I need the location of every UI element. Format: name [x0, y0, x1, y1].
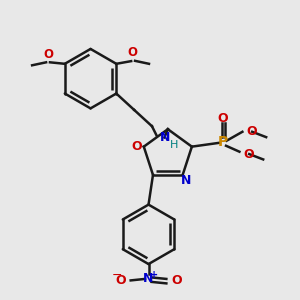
Text: O: O — [44, 48, 53, 61]
Text: H: H — [170, 140, 178, 150]
Text: O: O — [218, 112, 228, 125]
Text: O: O — [246, 125, 257, 138]
Text: N: N — [181, 174, 191, 187]
Text: O: O — [243, 148, 254, 160]
Text: −: − — [112, 268, 123, 282]
Text: N: N — [160, 131, 170, 144]
Text: O: O — [172, 274, 182, 287]
Text: O: O — [128, 46, 138, 59]
Text: O: O — [116, 274, 126, 287]
Text: +: + — [150, 270, 158, 280]
Text: N: N — [143, 272, 154, 285]
Text: P: P — [218, 135, 228, 149]
Text: O: O — [131, 140, 142, 153]
